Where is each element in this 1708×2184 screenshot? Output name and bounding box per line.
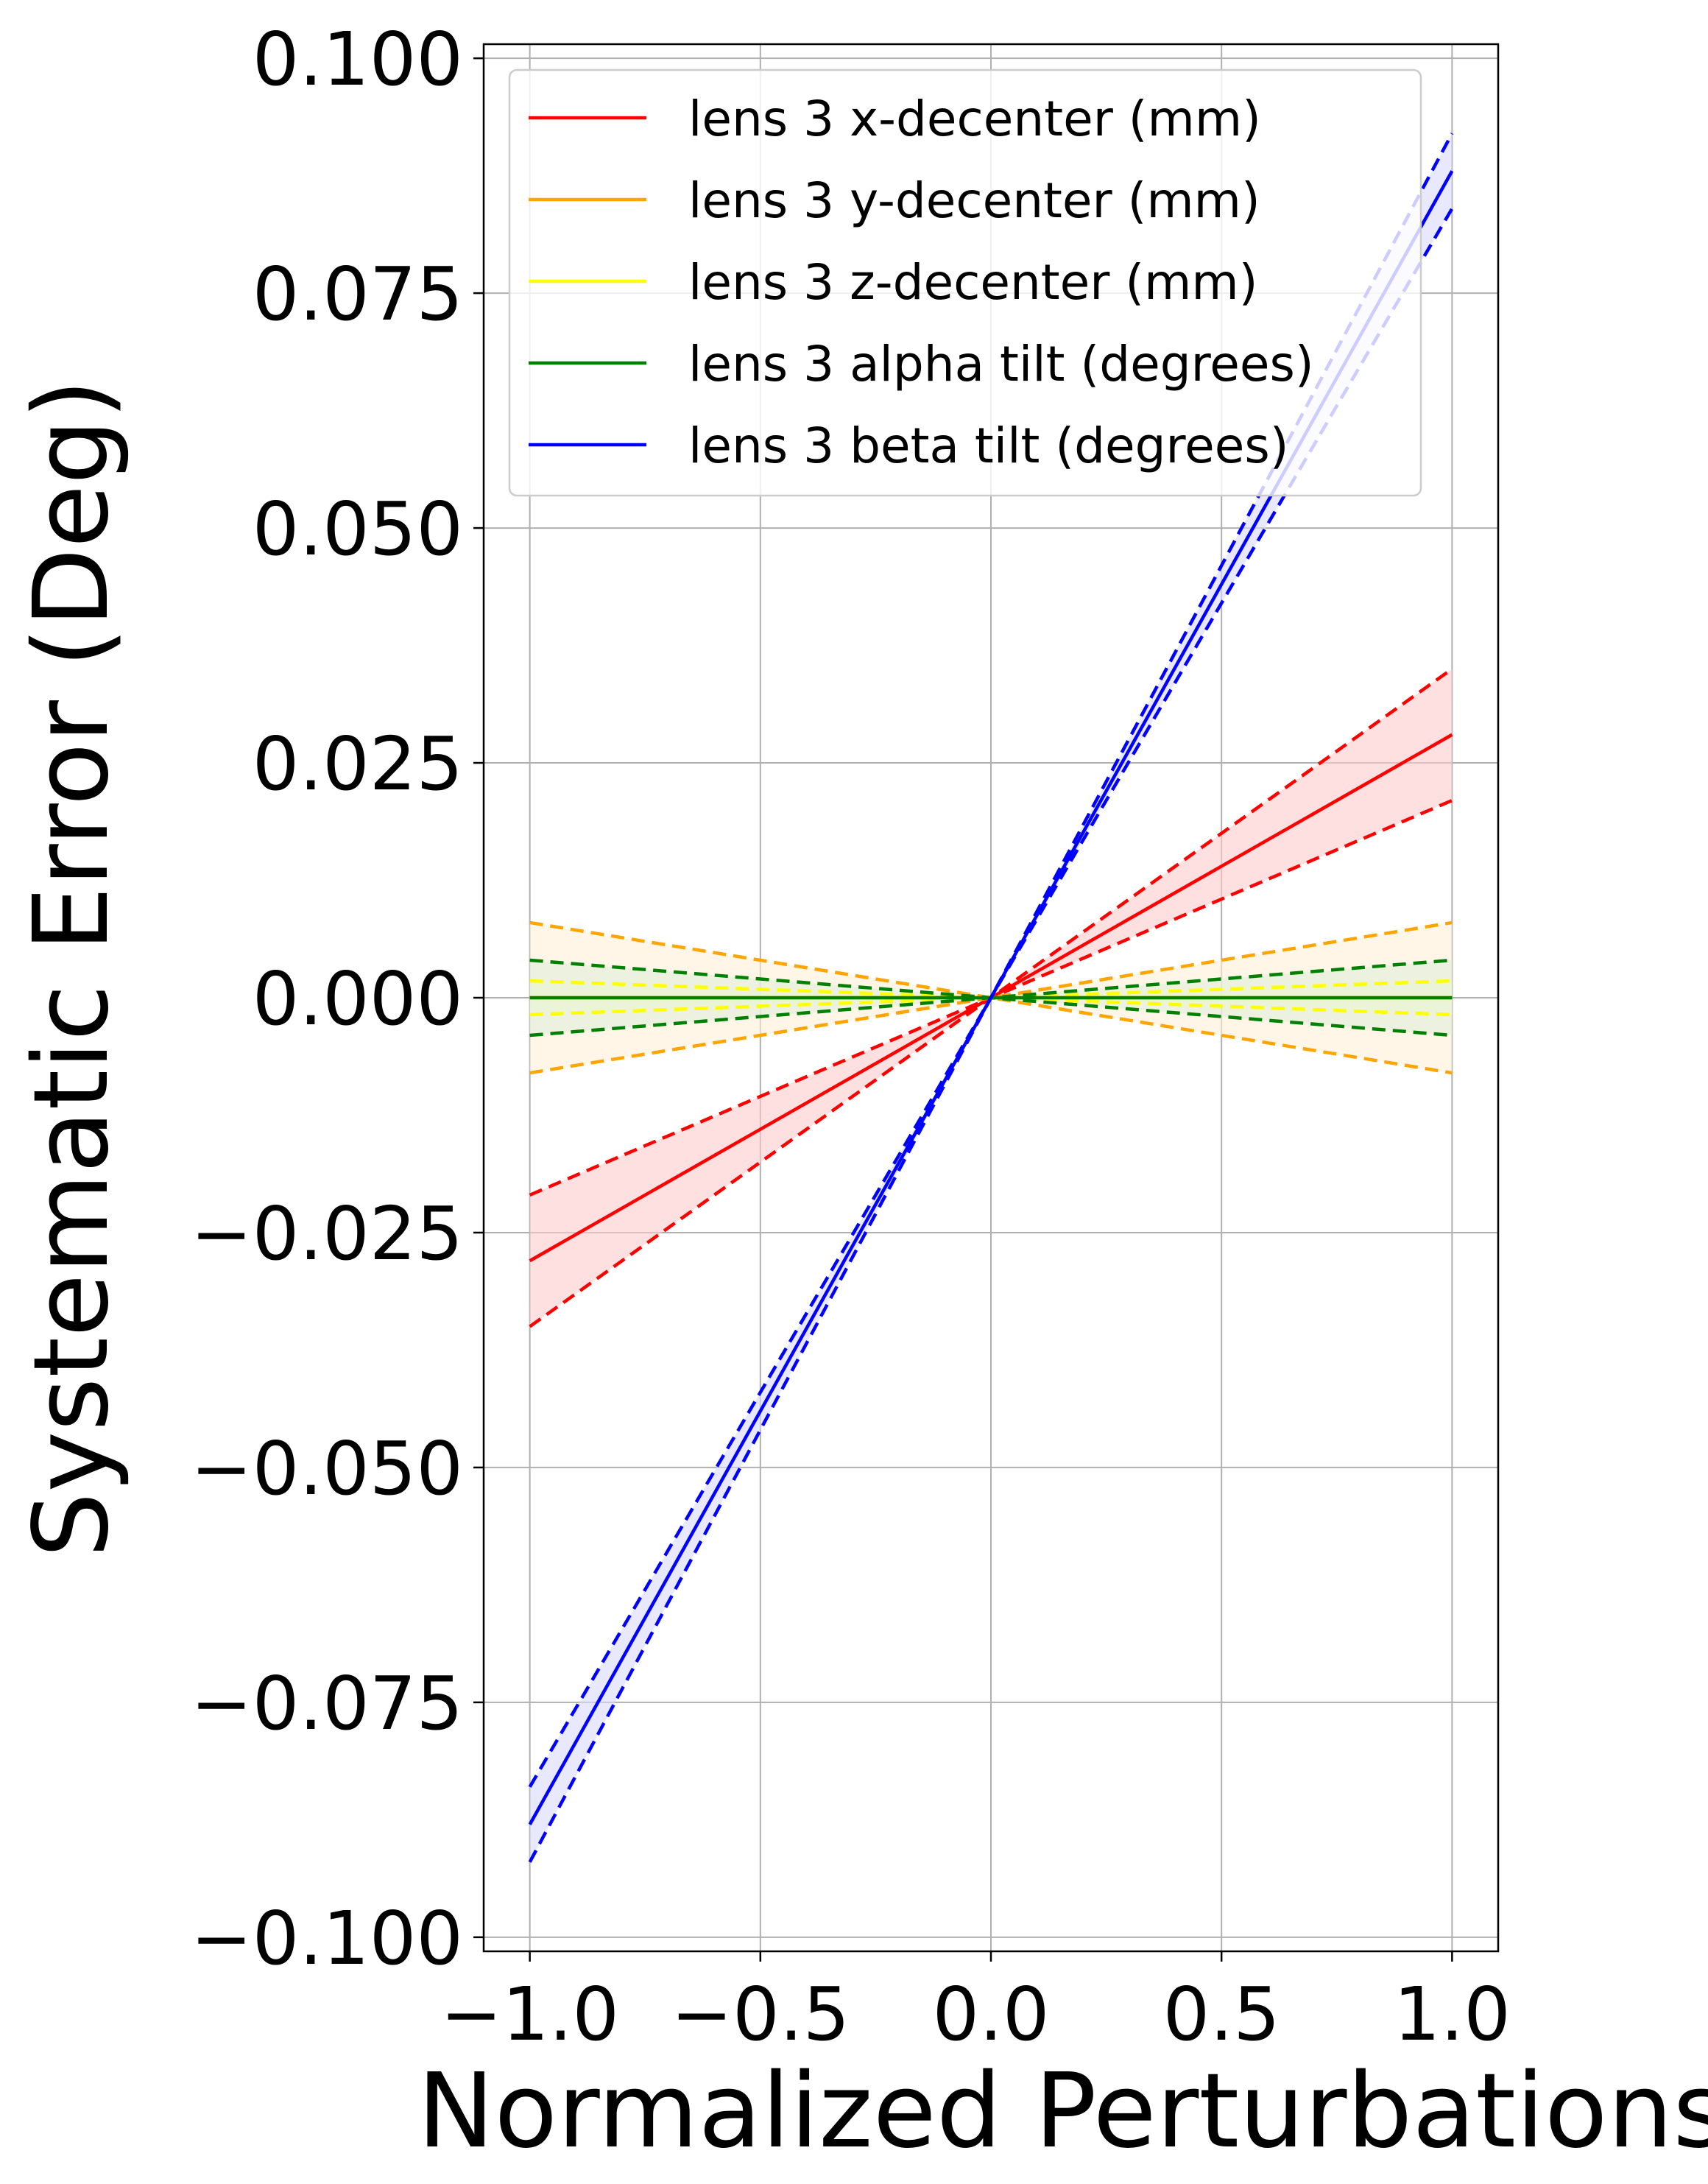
y-tick-label: −0.075 xyxy=(191,1660,463,1747)
y-axis-label: Systematic Error (Deg) xyxy=(12,379,132,1558)
y-tick-label: 0.000 xyxy=(253,956,463,1042)
x-axis-label: Normalized Perturbations xyxy=(417,2051,1708,2171)
legend-label: lens 3 alpha tilt (degrees) xyxy=(688,336,1314,392)
x-tick-label: 1.0 xyxy=(1394,1971,1511,2057)
y-tick-label: −0.050 xyxy=(191,1426,463,1512)
y-tick-label: 0.100 xyxy=(253,16,463,102)
y-tick-label: −0.025 xyxy=(191,1191,463,1277)
series-bound-line xyxy=(529,920,1453,1075)
y-tick-label: −0.100 xyxy=(191,1895,463,1982)
x-tick-label: 0.5 xyxy=(1163,1971,1280,2057)
legend-box xyxy=(508,68,1422,497)
x-tick-label: −0.5 xyxy=(671,1971,850,2057)
legend-label: lens 3 x-decenter (mm) xyxy=(688,91,1261,147)
y-tick-label: 0.050 xyxy=(253,486,463,572)
legend-label: lens 3 beta tilt (degrees) xyxy=(688,418,1289,474)
y-tick-label: 0.075 xyxy=(253,251,463,337)
x-tick-label: −1.0 xyxy=(440,1971,619,2057)
legend-label: lens 3 y-decenter (mm) xyxy=(688,172,1260,229)
legend: lens 3 x-decenter (mm) lens 3 y-decenter … xyxy=(508,68,1422,497)
x-tick-label: 0.0 xyxy=(932,1971,1049,2057)
axis-ticks: −1.0 −0.5 0.0 0.5 1.0 0.100 0.075 0.050 0.025 0.0… xyxy=(191,16,1511,2057)
legend-label: lens 3 z-decenter (mm) xyxy=(688,254,1257,311)
y-tick-label: 0.025 xyxy=(253,721,463,807)
series-bound-line xyxy=(529,920,1453,1075)
